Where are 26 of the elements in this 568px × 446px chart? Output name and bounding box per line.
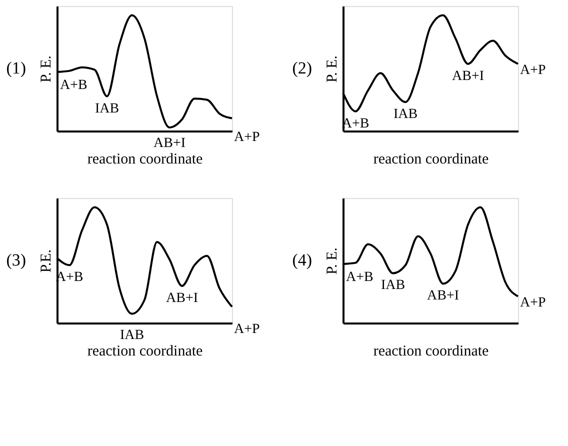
annotation: IAB: [94, 101, 120, 116]
annotation: IAB: [393, 107, 418, 122]
text: IAB: [120, 328, 144, 343]
annotation: A+B: [346, 270, 374, 285]
y-axis-title: P. E.: [324, 55, 340, 83]
x-axis-title: reaction coordinate: [87, 344, 204, 360]
text: (1): [6, 58, 26, 78]
y-axis-title: P. E.: [324, 247, 340, 275]
y-axis-title: P.E.: [38, 249, 54, 273]
y-axis-title: P. E.: [38, 55, 54, 83]
annotation: A+B: [60, 78, 88, 93]
text: (3): [6, 250, 26, 270]
text: (2): [292, 58, 312, 78]
x-axis-title: reaction coordinate: [373, 152, 490, 168]
x-axis-title: reaction coordinate: [87, 152, 204, 168]
annotation: IAB: [380, 278, 406, 294]
text: AB+I: [153, 136, 186, 151]
annotation: AB+I: [452, 68, 484, 84]
text: A+P: [520, 62, 546, 78]
text: A+P: [234, 130, 260, 145]
annotation: AB+I: [166, 290, 198, 306]
annotation: AB+I: [426, 288, 460, 304]
x-axis-title: reaction coordinate: [373, 344, 490, 360]
text: A+P: [520, 295, 546, 310]
text: (4): [292, 250, 312, 270]
text: A+P: [234, 322, 260, 337]
